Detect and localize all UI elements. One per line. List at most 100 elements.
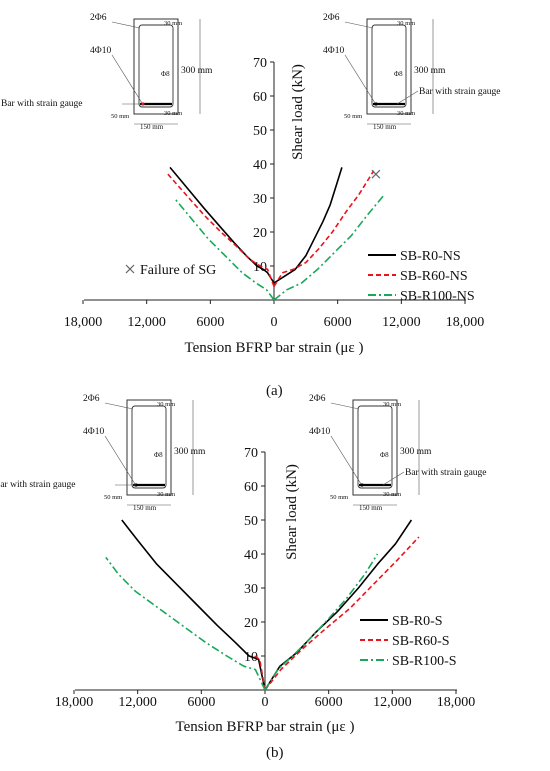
strain-gauge-label: Bar with strain gauge — [405, 468, 487, 478]
legend-label: SB-R60-S — [392, 634, 450, 649]
cover-bottom-label: 30 mm — [383, 491, 401, 498]
strain-gauge-label: Bar with strain gauge — [419, 87, 501, 97]
cover-top-label: 30 mm — [383, 401, 401, 408]
section-outline — [352, 399, 398, 496]
x-tick-label: 18,000 — [64, 315, 103, 330]
y-tick-label: 30 — [244, 582, 258, 597]
y-tick-label: 20 — [253, 226, 267, 241]
cover-side-label: 50 mm — [344, 113, 362, 120]
cross-section-3: 2Φ6 4Φ10 Φ8 30 mm 300 mm 30 mm 50 mm 150 mm Bar … — [0, 394, 206, 512]
stirrup-label: Φ8 — [394, 70, 403, 78]
stirrup-outline — [357, 405, 393, 489]
x-tick-label: 0 — [262, 695, 269, 710]
chart-panel-a: 18,000 12,000 6000 0 6000 12,000 18,0001020304… — [64, 56, 485, 356]
x-tick-label: 6000 — [187, 695, 215, 710]
leader-line — [344, 21, 374, 29]
series-line-sb-r60-s-left — [253, 655, 266, 691]
height-label: 300 mm — [181, 66, 213, 76]
leader-line — [330, 435, 362, 485]
strain-gauge-label: Bar with strain gauge — [0, 480, 76, 490]
cover-top-label: 30 mm — [157, 401, 175, 408]
y-axis-label: Shear load (kN) — [290, 64, 306, 160]
y-tick-label: 30 — [253, 192, 267, 207]
width-label: 150 mm — [359, 504, 383, 512]
section-outline — [126, 399, 172, 496]
x-tick-label: 18,000 — [55, 695, 94, 710]
legend-label: SB-R60-NS — [400, 269, 468, 284]
x-tick-label: 18,000 — [446, 315, 485, 330]
series-line-sb-r100-ns-left — [173, 197, 275, 301]
y-tick-label: 60 — [244, 480, 258, 495]
y-tick-label: 60 — [253, 90, 267, 105]
bottom-bars-label: 4Φ10 — [83, 427, 104, 437]
y-tick-label: 40 — [253, 158, 267, 173]
panel-label-a: (a) — [266, 383, 283, 399]
stirrup-label: Φ8 — [161, 70, 170, 78]
x-axis-label: Tension BFRP bar strain (με ) — [185, 340, 364, 356]
series-line-sb-r60-s-right — [264, 536, 420, 691]
panel-label-b: (b) — [266, 745, 284, 761]
height-label: 300 mm — [400, 447, 432, 457]
strain-gauge-dot — [360, 483, 364, 487]
series-line-sb-r0-s-left — [121, 519, 266, 691]
leader-line — [396, 90, 419, 105]
x-tick-label: 12,000 — [373, 695, 412, 710]
series-line-sb-r100-s-right — [264, 553, 379, 691]
width-label: 150 mm — [140, 123, 164, 131]
y-tick-label: 50 — [253, 124, 267, 139]
top-bars-label: 2Φ6 — [323, 13, 340, 23]
cover-bottom-label: 30 mm — [164, 110, 182, 117]
series-line-sb-r0-ns-right — [273, 167, 343, 284]
cross-section-2: 2Φ6 4Φ10 Φ8 30 mm 300 mm 30 mm 50 mm 150 mm Bar … — [323, 13, 501, 131]
legend-label: SB-R0-NS — [400, 249, 461, 264]
leader-line — [104, 402, 134, 410]
x-tick-label: 12,000 — [382, 315, 421, 330]
leader-line — [382, 471, 405, 486]
top-bars-label: 2Φ6 — [309, 394, 326, 404]
height-label: 300 mm — [414, 66, 446, 76]
y-axis-label: Shear load (kN) — [284, 464, 300, 560]
stirrup-label: Φ8 — [380, 451, 389, 459]
x-tick-label: 18,000 — [437, 695, 476, 710]
legend-label: SB-R0-S — [392, 614, 443, 629]
series-line-sb-r60-ns-right — [273, 170, 375, 287]
cover-side-label: 50 mm — [330, 494, 348, 501]
stirrup-outline — [371, 24, 407, 108]
cover-top-label: 30 mm — [164, 20, 182, 27]
legend-label: SB-R100-S — [392, 654, 457, 669]
failure-legend-marker — [125, 264, 135, 274]
stirrup-label: Φ8 — [154, 451, 163, 459]
series-line-sb-r100-ns-right — [273, 194, 386, 301]
series-line-sb-r60-ns-left — [167, 173, 275, 287]
top-bars-label: 2Φ6 — [83, 394, 100, 404]
y-tick-label: 50 — [244, 514, 258, 529]
section-outline — [133, 18, 179, 115]
stirrup-outline — [131, 405, 167, 489]
strain-gauge-label: Bar with strain gauge — [1, 99, 83, 109]
cross-section-diagrams: 2Φ6 4Φ10 Φ8 30 mm 300 mm 30 mm 50 mm 150 mm Bar … — [0, 13, 501, 512]
legend-label: SB-R100-NS — [400, 289, 475, 304]
x-tick-label: 6000 — [324, 315, 352, 330]
cover-top-label: 30 mm — [397, 20, 415, 27]
cover-bottom-label: 30 mm — [157, 491, 175, 498]
strain-gauge-dot — [374, 102, 378, 106]
cross-section-1: 2Φ6 4Φ10 Φ8 30 mm 300 mm 30 mm 50 mm 150 mm Bar … — [1, 13, 213, 131]
section-outline — [366, 18, 412, 115]
x-tick-label: 6000 — [315, 695, 343, 710]
stirrup-outline — [138, 24, 174, 108]
leader-line — [330, 402, 360, 410]
width-label: 150 mm — [133, 504, 157, 512]
x-tick-label: 0 — [271, 315, 278, 330]
bottom-bars-label: 4Φ10 — [90, 46, 111, 56]
leader-line — [104, 435, 136, 485]
leader-line — [344, 54, 376, 104]
x-axis-label: Tension BFRP bar strain (με ) — [176, 719, 355, 735]
failure-marker — [371, 169, 381, 179]
x-tick-label: 6000 — [196, 315, 224, 330]
y-tick-label: 70 — [253, 56, 267, 71]
chart-panel-b: 18,000 12,000 6000 0 6000 12,000 18,0001020304… — [55, 446, 476, 735]
x-tick-label: 12,000 — [118, 695, 157, 710]
cross-section-4: 2Φ6 4Φ10 Φ8 30 mm 300 mm 30 mm 50 mm 150 mm Bar … — [309, 394, 487, 512]
cover-bottom-label: 30 mm — [397, 110, 415, 117]
